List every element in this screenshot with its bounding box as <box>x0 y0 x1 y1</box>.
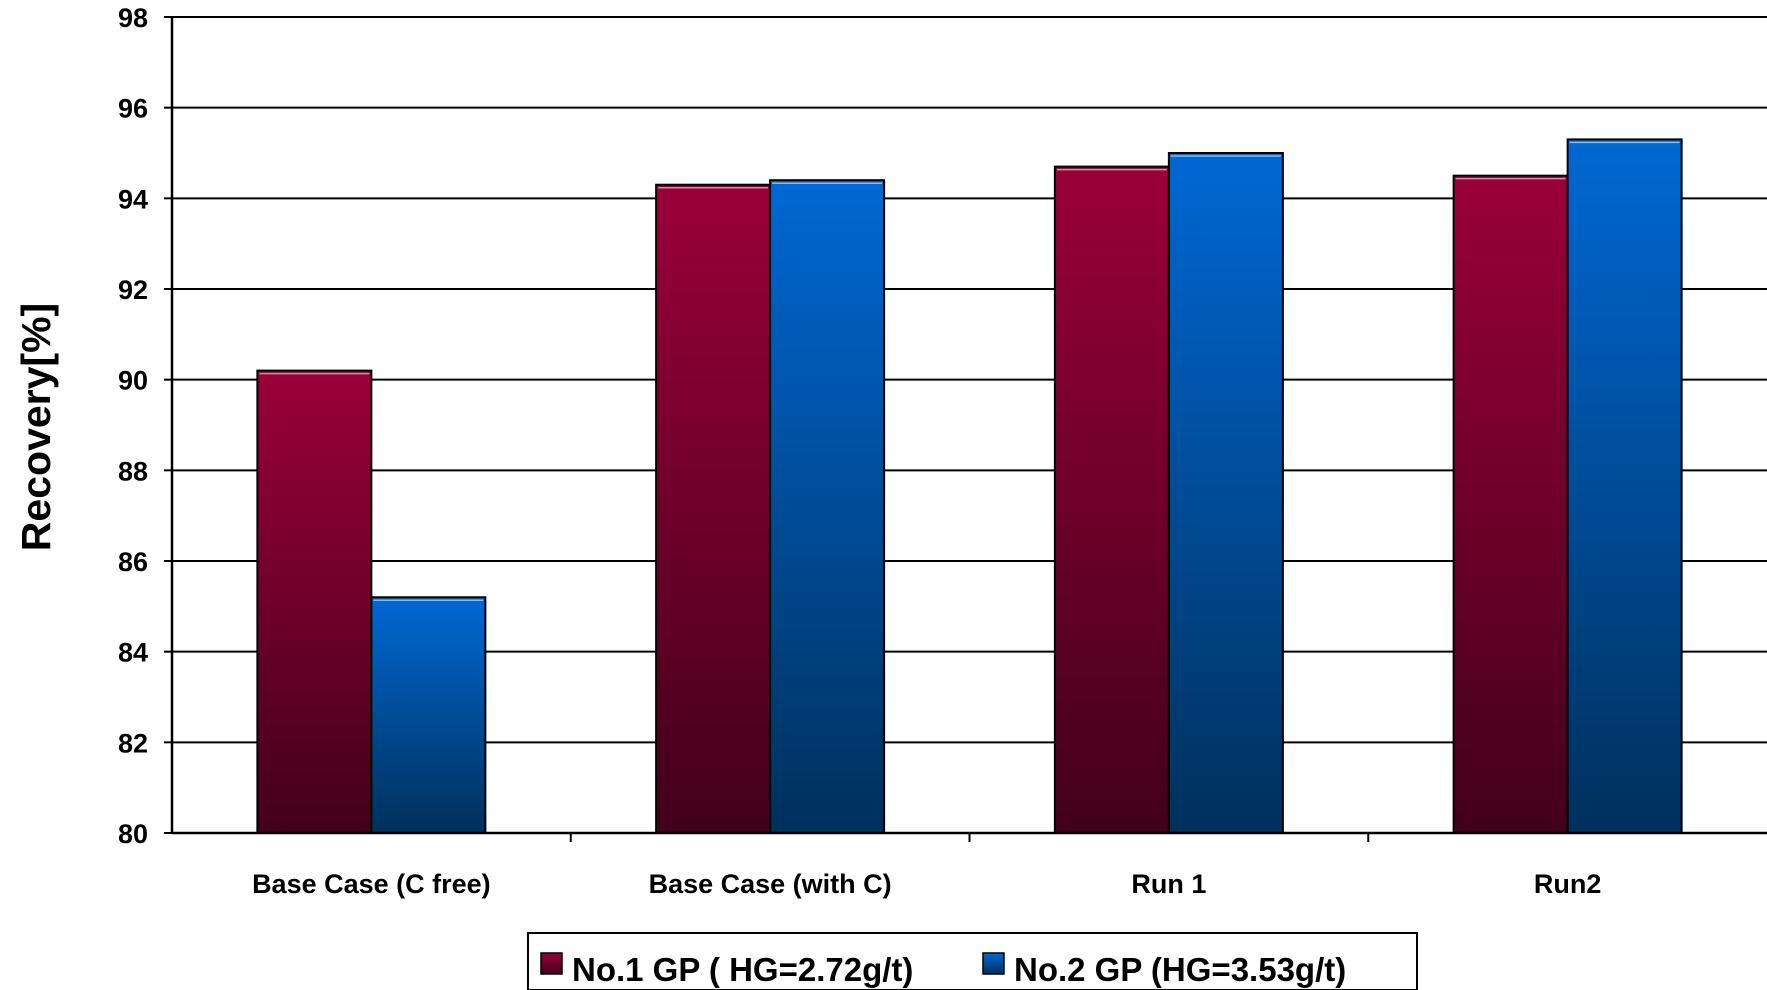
y-tick-label: 90 <box>118 366 148 396</box>
x-category-label: Run2 <box>1534 869 1602 899</box>
bar-series-1-2 <box>1053 165 1170 835</box>
x-category-label: Base Case (with C) <box>649 869 892 899</box>
legend-label-series-2: No.2 GP (HG=3.53g/t) <box>1014 951 1346 988</box>
bar-series-2-0 <box>370 596 487 834</box>
bar-series-2-3 <box>1566 138 1683 834</box>
y-tick-label: 80 <box>118 819 148 849</box>
y-tick-label: 94 <box>118 184 148 214</box>
y-axis-label: Recovery[%] <box>13 303 59 551</box>
y-tick-label: 96 <box>118 94 148 124</box>
legend-label-series-1: No.1 GP ( HG=2.72g/t) <box>572 951 913 988</box>
y-tick-label: 88 <box>118 456 148 486</box>
y-tick-label: 92 <box>118 275 148 305</box>
y-tick-label: 82 <box>118 728 148 758</box>
y-tick-label: 86 <box>118 547 148 577</box>
x-category-label: Run 1 <box>1131 869 1206 899</box>
x-category-label: Base Case (C free) <box>252 869 491 899</box>
bar-series-1-1 <box>655 183 772 834</box>
bar-series-1-0 <box>256 369 373 834</box>
legend-box <box>527 932 1418 990</box>
legend-swatch-series-1 <box>540 952 563 975</box>
legend-swatch-series-2 <box>982 952 1005 975</box>
bar-series-2-1 <box>769 179 886 834</box>
y-tick-label: 98 <box>118 3 148 33</box>
bar-series-1-3 <box>1452 174 1569 834</box>
y-tick-label: 84 <box>118 638 148 668</box>
bar-series-2-2 <box>1167 152 1284 834</box>
legend: No.1 GP ( HG=2.72g/t) No.2 GP (HG=3.53g/… <box>527 932 1418 990</box>
